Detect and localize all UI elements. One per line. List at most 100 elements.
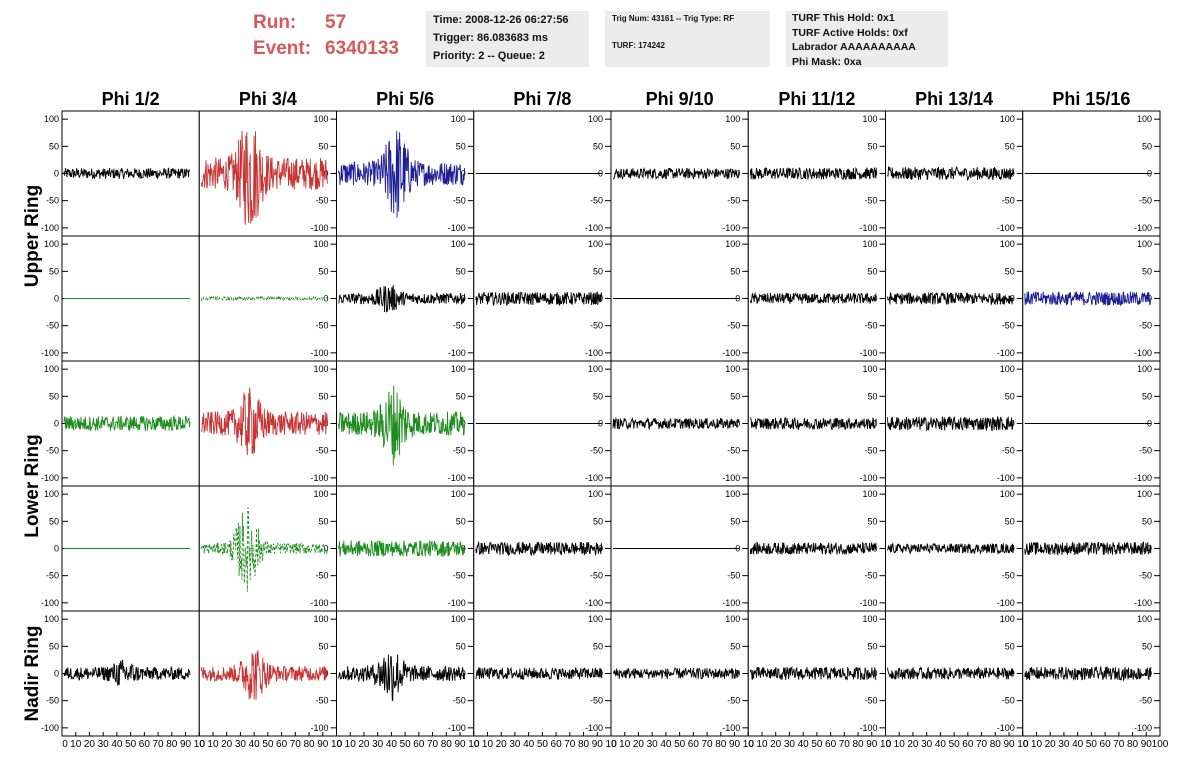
waveform-trace bbox=[887, 542, 1014, 555]
y-tick-label: -100 bbox=[41, 348, 59, 358]
x-tick-label: 60 bbox=[825, 739, 837, 750]
y-tick-label: -100 bbox=[585, 348, 603, 358]
x-tick-label: 0 bbox=[748, 739, 754, 750]
y-tick-label: -50 bbox=[1139, 571, 1152, 581]
y-tick-label: 50 bbox=[593, 266, 603, 276]
x-tick-label: 30 bbox=[1058, 739, 1070, 750]
y-tick-label: -100 bbox=[722, 223, 740, 233]
y-tick-label: 100 bbox=[725, 239, 740, 249]
x-tick-label: 60 bbox=[413, 739, 425, 750]
column-header: Phi 1/2 bbox=[102, 89, 160, 109]
x-tick-label: 50 bbox=[949, 739, 961, 750]
y-tick-label: 100 bbox=[451, 614, 466, 624]
x-tick-label: 10 bbox=[880, 739, 892, 750]
phi-mask-text: Phi Mask: 0xa bbox=[792, 55, 862, 68]
column-header: Phi 7/8 bbox=[513, 89, 571, 109]
y-tick-label: -100 bbox=[585, 723, 603, 733]
turf-text: TURF: 174242 bbox=[612, 41, 665, 50]
y-tick-label: -50 bbox=[315, 321, 328, 331]
y-tick-label: 100 bbox=[862, 614, 877, 624]
y-tick-label: 50 bbox=[49, 141, 59, 151]
trigger-info-box: Trig Num: 43161 -- Trig Type: RF TURF: 1… bbox=[605, 11, 770, 67]
column-header: Phi 5/6 bbox=[376, 89, 434, 109]
y-tick-label: -100 bbox=[41, 223, 59, 233]
y-tick-label: 50 bbox=[867, 391, 877, 401]
x-tick-label: 70 bbox=[290, 739, 302, 750]
y-tick-label: -50 bbox=[1002, 196, 1015, 206]
trig-num-text: Trig Num: 43161 -- Trig Type: RF bbox=[612, 14, 735, 23]
x-tick-label: 80 bbox=[166, 739, 178, 750]
x-tick-label: 10 bbox=[1017, 739, 1029, 750]
x-tick-label: 90 bbox=[317, 739, 329, 750]
y-tick-label: -50 bbox=[864, 446, 877, 456]
y-tick-label: -100 bbox=[1134, 223, 1152, 233]
waveform-trace bbox=[1024, 290, 1152, 307]
y-tick-label: 100 bbox=[1000, 489, 1015, 499]
x-tick-label: 10 bbox=[743, 739, 755, 750]
y-tick-label: 50 bbox=[1005, 266, 1015, 276]
event-value: 6340133 bbox=[325, 38, 399, 59]
x-tick-label: 40 bbox=[1072, 739, 1084, 750]
x-tick-label: 0 bbox=[199, 739, 205, 750]
y-tick-label: -50 bbox=[1002, 321, 1015, 331]
panel-frame bbox=[198, 485, 337, 612]
waveform-trace bbox=[200, 295, 328, 302]
y-tick-label: 50 bbox=[730, 391, 740, 401]
x-tick-label: 80 bbox=[303, 739, 315, 750]
x-tick-label: 10 bbox=[482, 739, 494, 750]
y-tick-label: -100 bbox=[448, 473, 466, 483]
x-tick-label: 40 bbox=[249, 739, 261, 750]
x-tick-label: 50 bbox=[125, 739, 137, 750]
priority-text: Priority: 2 -- Queue: 2 bbox=[433, 50, 545, 62]
trigger-text: Trigger: 86.083683 ms bbox=[433, 32, 548, 44]
y-tick-label: 100 bbox=[313, 114, 328, 124]
y-tick-label: 100 bbox=[862, 114, 877, 124]
x-tick-label: 30 bbox=[509, 739, 521, 750]
x-tick-label: 0 bbox=[62, 739, 68, 750]
y-tick-label: -100 bbox=[310, 348, 328, 358]
waveform-trace bbox=[1024, 541, 1152, 556]
y-tick-label: -50 bbox=[1139, 446, 1152, 456]
y-tick-label: -100 bbox=[448, 723, 466, 733]
x-tick-label: 20 bbox=[84, 739, 96, 750]
y-tick-label: 50 bbox=[1142, 516, 1152, 526]
y-tick-label: -50 bbox=[864, 571, 877, 581]
x-tick-label: 60 bbox=[688, 739, 700, 750]
x-tick-label: 90 bbox=[866, 739, 878, 750]
y-tick-label: 100 bbox=[1000, 114, 1015, 124]
x-tick-label: 0 bbox=[474, 739, 480, 750]
y-tick-label: 50 bbox=[318, 266, 328, 276]
y-tick-label: -50 bbox=[46, 696, 59, 706]
x-tick-label: 10 bbox=[1031, 739, 1043, 750]
y-tick-label: -50 bbox=[590, 446, 603, 456]
x-tick-label: 50 bbox=[400, 739, 412, 750]
y-tick-label: 100 bbox=[862, 364, 877, 374]
run-event-info: Run: 57 Event: 6340133 bbox=[253, 10, 399, 62]
waveform-trace bbox=[338, 131, 465, 218]
x-tick-label: 90 bbox=[729, 739, 741, 750]
y-tick-label: 100 bbox=[44, 114, 59, 124]
y-tick-label: 50 bbox=[456, 141, 466, 151]
y-tick-label: -100 bbox=[41, 473, 59, 483]
y-tick-label: 50 bbox=[1005, 516, 1015, 526]
y-tick-label: -50 bbox=[453, 196, 466, 206]
y-tick-label: -100 bbox=[585, 598, 603, 608]
y-tick-label: 50 bbox=[318, 391, 328, 401]
y-tick-label: 50 bbox=[318, 516, 328, 526]
y-tick-label: -100 bbox=[859, 348, 877, 358]
y-tick-label: -50 bbox=[1139, 321, 1152, 331]
x-tick-label: 0 bbox=[886, 739, 892, 750]
y-tick-label: 50 bbox=[1005, 641, 1015, 651]
y-tick-label: 100 bbox=[1000, 239, 1015, 249]
waveform-trace bbox=[749, 541, 877, 556]
labrador-text: Labrador AAAAAAAAAA bbox=[792, 41, 916, 53]
y-tick-label: -50 bbox=[864, 696, 877, 706]
y-tick-label: -100 bbox=[1134, 473, 1152, 483]
y-tick-label: -100 bbox=[585, 473, 603, 483]
turf-info-box: TURF This Hold: 0x1 TURF Active Holds: 0… bbox=[786, 11, 948, 68]
waveform-trace bbox=[749, 166, 877, 181]
y-tick-label: 100 bbox=[725, 364, 740, 374]
y-tick-label: -100 bbox=[859, 473, 877, 483]
y-tick-label: 0 bbox=[54, 294, 59, 304]
y-tick-label: -50 bbox=[1002, 696, 1015, 706]
